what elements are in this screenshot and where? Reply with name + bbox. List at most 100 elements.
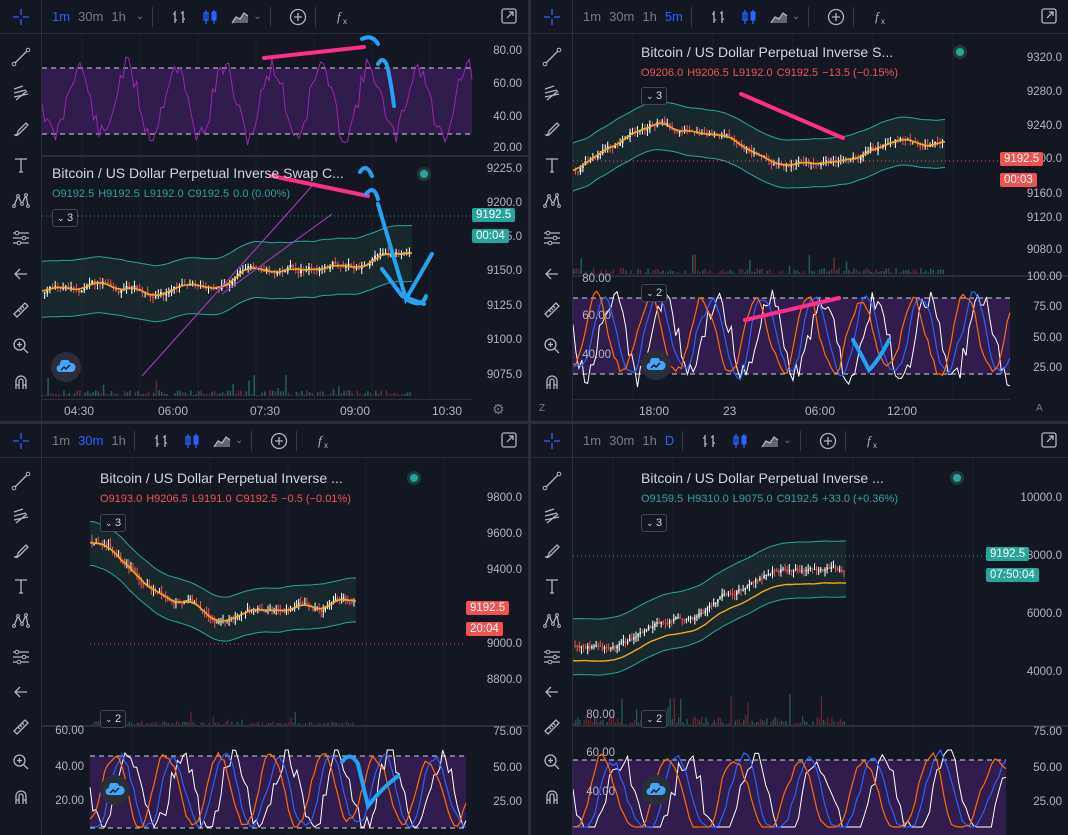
auto-scale-a[interactable]: A bbox=[1036, 403, 1043, 414]
price-axis[interactable]: 9800.0 9600.0 9400.0 9000.0 8800.0 75.00 50.00… bbox=[466, 458, 528, 835]
text-tool[interactable] bbox=[0, 150, 41, 180]
time-axis[interactable]: 18:00 23 06:00 12:00 bbox=[573, 399, 1010, 421]
crosshair-tool[interactable] bbox=[0, 424, 42, 457]
chart-pane-1[interactable]: 1m 30m 1h ⌄ ⌄ f x 80.00 60.00 40.00 20.00 9225.0 920… bbox=[0, 0, 528, 421]
magnet-tool[interactable] bbox=[0, 782, 41, 812]
chevron-down-icon[interactable]: ⌄ bbox=[135, 11, 145, 22]
magnet-tool[interactable] bbox=[531, 367, 572, 397]
timeframe-1m[interactable]: 1m bbox=[52, 433, 71, 448]
pattern-tool[interactable] bbox=[531, 186, 572, 216]
chart-canvas[interactable] bbox=[42, 458, 528, 835]
candles-icon[interactable] bbox=[183, 432, 201, 450]
chevron-down-icon[interactable]: ⌄ bbox=[783, 435, 792, 446]
pattern-tool[interactable] bbox=[0, 186, 41, 216]
ruler-tool[interactable] bbox=[531, 295, 572, 325]
price-axis[interactable]: 80.0060.0040.0020.009225.09200.09175.091… bbox=[472, 34, 528, 421]
auto-scale-z[interactable]: Z bbox=[539, 403, 546, 414]
chart-canvas[interactable] bbox=[42, 34, 528, 421]
oscillator-legend-toggle[interactable]: ⌄ 2 bbox=[641, 284, 668, 302]
timeframe-1h[interactable]: 1h bbox=[111, 9, 126, 24]
compare-plus-icon[interactable] bbox=[289, 8, 307, 26]
arrow-left-tool[interactable] bbox=[531, 677, 572, 707]
compare-plus-icon[interactable] bbox=[270, 432, 288, 450]
timeframe-5m[interactable]: 5m bbox=[664, 9, 683, 24]
fib-tool[interactable] bbox=[0, 78, 41, 108]
fullscreen-icon[interactable] bbox=[500, 7, 518, 25]
chart-pane-3[interactable]: 1m 30m 1h ⌄ f x 9800.0 9600.0 9400.0 9000.0 8800.0… bbox=[0, 424, 528, 835]
ruler-tool[interactable] bbox=[0, 712, 41, 742]
bars-icon[interactable] bbox=[701, 432, 719, 450]
pattern-tool[interactable] bbox=[0, 606, 41, 636]
tradingview-logo[interactable] bbox=[641, 350, 671, 380]
bars-icon[interactable] bbox=[153, 432, 171, 450]
area-icon[interactable] bbox=[213, 432, 231, 450]
tradingview-logo[interactable] bbox=[641, 775, 671, 805]
fullscreen-icon[interactable] bbox=[1040, 7, 1058, 25]
text-tool[interactable] bbox=[0, 571, 41, 601]
area-icon[interactable] bbox=[770, 8, 788, 26]
arrow-left-tool[interactable] bbox=[531, 259, 572, 289]
timeframe-1m[interactable]: 1m bbox=[583, 9, 602, 24]
trend-line-tool[interactable] bbox=[531, 466, 572, 496]
price-axis[interactable]: 10000.0 8000.0 6000.0 4000.0 75.00 50.00 25.00 bbox=[1006, 458, 1068, 835]
timeframe-D[interactable]: D bbox=[664, 433, 675, 448]
trend-line-tool[interactable] bbox=[0, 42, 41, 72]
pattern-tool[interactable] bbox=[531, 606, 572, 636]
zoom-tool[interactable] bbox=[0, 331, 41, 361]
chart-pane-4[interactable]: 1m 30m 1h D ⌄ f x 10000.0 8000.0 6000.0 4000.0 75.0… bbox=[531, 424, 1068, 835]
brush-tool[interactable] bbox=[0, 536, 41, 566]
tradingview-logo[interactable] bbox=[51, 352, 81, 382]
chevron-down-icon[interactable]: ⌄ bbox=[791, 11, 801, 22]
indicators-legend-toggle[interactable]: ⌄ 3 bbox=[641, 87, 668, 105]
area-icon[interactable] bbox=[231, 8, 249, 26]
time-axis[interactable]: 04:30 06:00 07:30 09:00 10:30 bbox=[42, 399, 472, 421]
fib-tool[interactable] bbox=[531, 78, 572, 108]
timeframe-1m[interactable]: 1m bbox=[583, 433, 602, 448]
compare-plus-icon[interactable] bbox=[819, 432, 837, 450]
arrow-left-tool[interactable] bbox=[0, 677, 41, 707]
chart-area[interactable] bbox=[42, 34, 528, 421]
ruler-tool[interactable] bbox=[531, 712, 572, 742]
area-icon[interactable] bbox=[761, 432, 779, 450]
pane-splitter-vertical[interactable] bbox=[528, 0, 531, 835]
bars-icon[interactable] bbox=[171, 8, 189, 26]
timeframe-1m[interactable]: 1m bbox=[52, 9, 71, 24]
indicators-legend-toggle[interactable]: ⌄ 3 bbox=[52, 209, 79, 227]
timeframe-1h[interactable]: 1h bbox=[642, 9, 657, 24]
fullscreen-icon[interactable] bbox=[500, 431, 518, 449]
crosshair-tool[interactable] bbox=[531, 424, 573, 457]
zoom-tool[interactable] bbox=[531, 331, 572, 361]
compare-plus-icon[interactable] bbox=[827, 8, 845, 26]
chart-area[interactable] bbox=[573, 34, 1068, 421]
tradingview-logo[interactable] bbox=[100, 775, 130, 805]
fullscreen-icon[interactable] bbox=[1040, 431, 1058, 449]
candles-icon[interactable] bbox=[740, 8, 758, 26]
candles-icon[interactable] bbox=[201, 8, 219, 26]
brush-tool[interactable] bbox=[531, 536, 572, 566]
timeframe-30m[interactable]: 30m bbox=[609, 433, 635, 448]
oscillator-legend-toggle[interactable]: ⌄ 2 bbox=[641, 710, 668, 728]
indicators-legend-toggle[interactable]: ⌄ 3 bbox=[100, 514, 127, 532]
fib-tool[interactable] bbox=[531, 501, 572, 531]
timeframe-1h[interactable]: 1h bbox=[642, 433, 657, 448]
timeframe-30m[interactable]: 30m bbox=[78, 9, 104, 24]
price-axis[interactable]: 9320.0 9280.0 9240.0 9200.0 9160.0 9120.0 9080… bbox=[1010, 34, 1068, 421]
chart-pane-2[interactable]: 1m 30m 1h 5m ⌄ f x 9320.0 9280.0 9240.0 9200.0 9160… bbox=[531, 0, 1068, 421]
measure-tool[interactable] bbox=[531, 223, 572, 253]
pane-splitter-horizontal[interactable] bbox=[0, 421, 1068, 424]
timeframe-30m[interactable]: 30m bbox=[609, 9, 635, 24]
crosshair-tool[interactable] bbox=[531, 0, 573, 33]
brush-tool[interactable] bbox=[0, 114, 41, 144]
timeframe-1h[interactable]: 1h bbox=[111, 433, 126, 448]
chevron-down-icon[interactable]: ⌄ bbox=[234, 435, 244, 446]
arrow-left-tool[interactable] bbox=[0, 259, 41, 289]
brush-tool[interactable] bbox=[531, 114, 572, 144]
crosshair-tool[interactable] bbox=[0, 0, 42, 33]
indicators-legend-toggle[interactable]: ⌄ 3 bbox=[641, 514, 668, 532]
text-tool[interactable] bbox=[531, 150, 572, 180]
chart-canvas[interactable] bbox=[573, 34, 1068, 421]
measure-tool[interactable] bbox=[0, 223, 41, 253]
